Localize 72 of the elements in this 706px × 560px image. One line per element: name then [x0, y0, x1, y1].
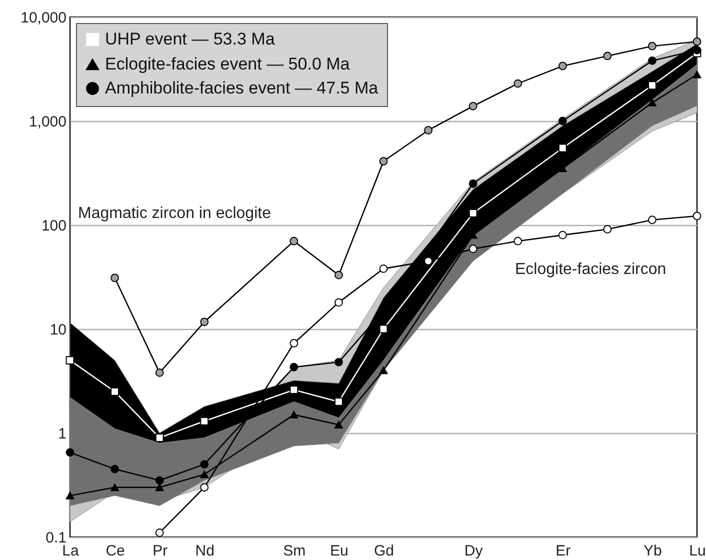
point [66, 492, 74, 500]
point [110, 387, 119, 396]
point [603, 52, 612, 60]
legend-label: Amphibolite-facies event — 47.5 Ma [105, 78, 379, 98]
point [66, 448, 74, 457]
point [155, 528, 164, 537]
point [290, 236, 298, 246]
point [290, 362, 298, 372]
point [379, 264, 388, 273]
point [603, 225, 612, 234]
x-tick-label: Gd [374, 542, 394, 560]
point [66, 356, 74, 365]
point [468, 179, 478, 188]
point [692, 70, 702, 78]
y-tick-label: 100 [41, 218, 66, 234]
point [424, 126, 432, 134]
legend-label: UHP event — 53.3 Ma [105, 30, 276, 48]
annotation: Eclogite-facies zircon [515, 261, 666, 278]
point [379, 157, 388, 166]
x-tick-label: Nd [195, 542, 214, 560]
point [558, 144, 567, 152]
point [334, 270, 343, 280]
x-tick-label: Lu [689, 542, 706, 560]
point [558, 230, 567, 240]
point [334, 298, 343, 307]
x-tick-label: Dy [464, 542, 484, 560]
point [379, 324, 388, 334]
annotation: Magmatic zircon in eclogite [78, 205, 272, 222]
point [334, 397, 343, 406]
point [468, 102, 478, 110]
legend-label: Eclogite-facies event — 50.0 Ma [105, 54, 350, 74]
point [200, 318, 209, 326]
point [468, 244, 478, 254]
x-tick-label: Eu [330, 542, 348, 560]
point [200, 470, 209, 478]
point [200, 483, 209, 492]
point [648, 98, 656, 106]
point [424, 256, 432, 266]
point [692, 212, 702, 220]
point [110, 464, 119, 474]
point [558, 62, 567, 70]
point [692, 37, 702, 46]
point [110, 484, 119, 492]
x-tick-label: Sm [283, 542, 306, 560]
point [648, 216, 656, 224]
point [110, 274, 119, 282]
point [155, 368, 164, 377]
point [379, 366, 388, 374]
y-tick-label: 10,000 [20, 10, 66, 26]
point [200, 460, 209, 469]
point [290, 339, 298, 348]
point [155, 434, 164, 442]
point [334, 358, 343, 366]
point [468, 208, 478, 218]
x-tick-label: Yb [644, 542, 662, 560]
x-tick-label: Ce [106, 542, 125, 560]
y-tick-label: 10 [50, 322, 66, 338]
point [558, 116, 567, 126]
x-tick-label: Er [556, 542, 571, 560]
y-tick-label: 1 [58, 426, 66, 442]
point [334, 421, 343, 428]
point [648, 42, 656, 50]
point [514, 236, 522, 246]
y-tick-label: 1,000 [28, 114, 66, 130]
point [648, 56, 656, 65]
point [155, 484, 164, 492]
point [648, 81, 656, 90]
x-tick-label: Pr [152, 542, 168, 560]
point [692, 46, 702, 54]
point [290, 410, 298, 418]
point [155, 476, 164, 485]
point [514, 79, 522, 88]
